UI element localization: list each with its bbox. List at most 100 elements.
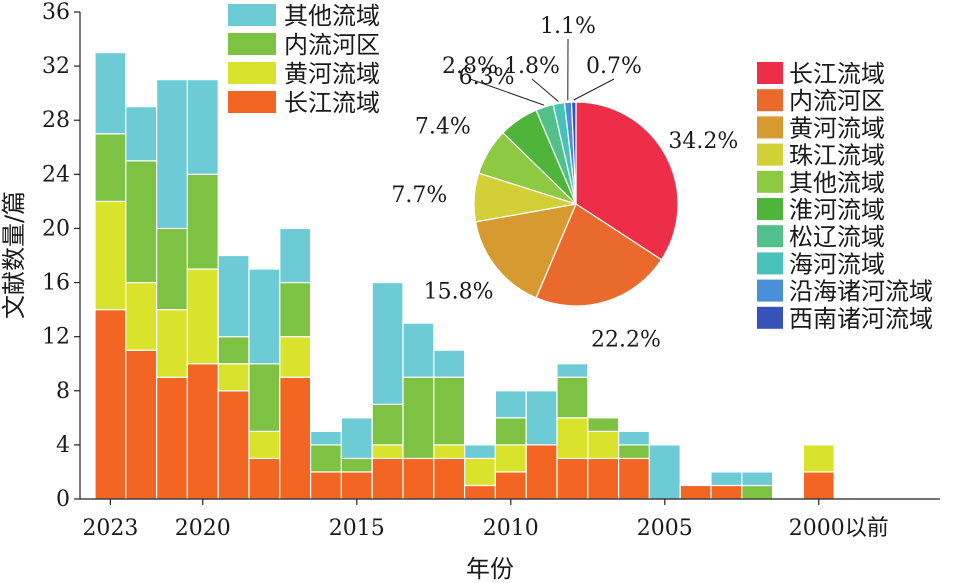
bar-segment [710,471,743,487]
bar-segment [525,444,558,500]
x-tick-label: 2023 [82,516,138,541]
bar-segment [679,484,712,500]
bar-segment [802,444,835,473]
bar-segment [525,390,558,446]
legend-label: 西南诸河流域 [789,305,933,333]
x-tick-label: 2020 [175,516,231,541]
bar-segment [741,471,774,487]
legend-label: 长江流域 [284,89,380,117]
y-axis-title: 文献数量/篇 [0,191,28,319]
pie-chart-labels: 34.2% 22.2% 15.8% 7.7% 7.4% 6.3%2.8% 1.8% 1.1% 0… [391,14,738,353]
pie-data-label: 1.1% [540,14,596,39]
bar-segment [156,227,189,311]
bar-segment [741,484,774,500]
legend-swatch [228,33,276,55]
bar-segment [248,430,281,460]
y-tick-label: 4 [56,433,70,458]
bar-segment [464,457,497,487]
bar-segment [402,376,435,460]
pie-data-label: 2.8% [442,54,498,79]
bar-segment [433,349,466,378]
bar-segment [494,471,527,500]
legend-label: 其他流域 [284,2,380,30]
bar-segment [802,471,835,500]
y-tick-label: 12 [42,325,70,350]
bar-segment [125,349,158,500]
y-tick-label: 16 [42,271,70,296]
legend-swatch [757,170,783,193]
legend-swatch [228,62,276,84]
bar-segment [125,281,158,351]
bar-segment [279,376,312,500]
pie-data-label: 1.8% [504,54,560,79]
bar-segment [494,417,527,446]
pie-data-label: 15.8% [424,279,494,304]
y-tick-label: 8 [56,379,70,404]
x-axis-title: 年份 [466,555,514,583]
legend-label: 长江流域 [789,60,885,88]
bar-segment [248,363,281,432]
bar-segment [217,390,250,500]
pie-slice [474,203,577,299]
bar-segment [617,457,650,500]
y-tick-label: 20 [42,216,70,241]
pie-data-label: 22.2% [591,328,661,353]
bar-segment [186,79,219,175]
pie-data-label: 34.2% [668,129,738,154]
bar-segment [402,457,435,500]
bar-segment [371,457,404,500]
bar-segment [186,268,219,365]
bar-segment [464,444,497,460]
y-tick-label: 0 [56,487,70,512]
bar-segment [402,322,435,378]
legend-swatch [757,279,783,302]
pie-slice [535,203,663,307]
bar-segment [279,281,312,338]
legend-label: 黄河流域 [789,114,885,142]
bar-segment [433,444,466,460]
bar-segment [125,106,158,162]
legend-swatch [757,116,783,139]
bar-segment [648,444,681,500]
y-tick-label: 28 [42,108,70,133]
bar-segment [340,471,373,500]
bar-segment [587,417,620,432]
bar-segment [279,227,312,284]
legend-label: 内流河区 [284,31,380,59]
bar-segment [340,417,373,460]
pie-data-label: 7.4% [415,114,471,139]
legend-label: 松辽流域 [789,223,885,251]
legend-label: 海河流域 [789,250,885,278]
bar-segment [310,444,343,473]
pie-leader-line [573,78,615,101]
pie-leader-line [531,78,559,102]
bar-segment [494,444,527,473]
bar-segment [156,79,189,230]
bar-segment [433,376,466,446]
bar-segment [310,471,343,500]
bar-segment [371,403,404,446]
bar-chart-axes: 0 4 8 12 16 20 24 28 32 36 2023 2020 2015 2010 2005 200… [42,0,940,541]
bar-segment [186,363,219,500]
bar-segment [217,363,250,392]
legend-swatch [757,198,783,220]
bar-segment [248,268,281,365]
x-tick-label: 2000以前 [789,516,889,541]
legend-swatch [228,91,276,113]
bar-segment [371,444,404,460]
y-tick-label: 32 [42,54,70,79]
bar-segment [617,430,650,446]
bar-segment [156,376,189,500]
bar-segment [340,457,373,473]
bar-segment [94,51,127,135]
bar-segment [94,309,127,500]
pie-data-label: 7.7% [391,183,447,208]
legend-swatch [757,143,783,166]
bar-segment [433,457,466,500]
bar-segment [94,200,127,311]
legend-swatch [757,62,783,84]
bar-segment [556,363,589,378]
x-tick-label: 2010 [483,516,539,541]
